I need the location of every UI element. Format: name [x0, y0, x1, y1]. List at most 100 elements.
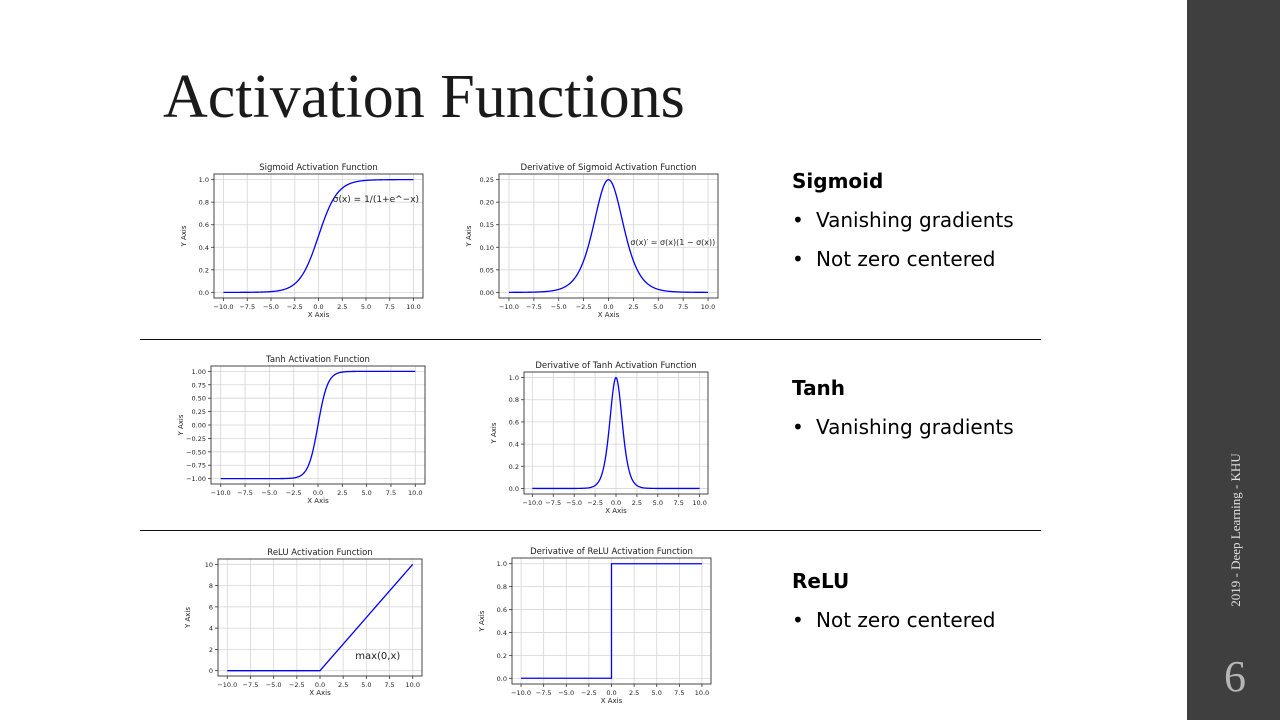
bullet-text: Not zero centered: [816, 608, 996, 632]
x-axis-label: X Axis: [307, 497, 329, 505]
x-tick-label: 5.0: [361, 303, 371, 311]
x-tick-label: 2.5: [629, 689, 639, 697]
x-tick-label: 7.5: [385, 303, 395, 311]
x-tick-label: −2.5: [587, 499, 603, 507]
x-axis-label: X Axis: [309, 689, 331, 697]
section-heading: ReLU: [792, 569, 850, 593]
x-axis-label: X Axis: [605, 507, 627, 515]
bullet-item: • Vanishing gradients: [792, 415, 1014, 439]
plot-frame: [511, 557, 712, 685]
bullet-text: Vanishing gradients: [816, 208, 1014, 232]
section-heading: Sigmoid: [792, 169, 884, 193]
bullet-text: Vanishing gradients: [816, 415, 1014, 439]
x-tick-label: −5.0: [551, 303, 567, 311]
bullet-icon: •: [792, 415, 804, 439]
sidebar: [1187, 0, 1280, 720]
y-tick-label: 0.0: [497, 675, 507, 683]
chart-title: Derivative of Sigmoid Activation Functio…: [521, 163, 697, 173]
x-tick-label: 0.0: [603, 303, 613, 311]
x-tick-label: 0.0: [606, 689, 616, 697]
formula-annotation: max(0,x): [355, 651, 400, 662]
x-tick-label: −5.0: [261, 489, 277, 497]
y-axis-label: Y Axis: [184, 607, 192, 629]
relu-notes: ReLU • Not zero centered: [792, 569, 995, 632]
y-tick-label: 0.4: [199, 244, 209, 252]
x-tick-label: 7.5: [386, 489, 396, 497]
y-tick-label: 0.10: [480, 244, 494, 252]
bullet-item: • Not zero centered: [792, 608, 995, 632]
x-tick-label: 10.0: [406, 303, 420, 311]
y-tick-label: 0.8: [509, 396, 519, 404]
x-tick-label: −7.5: [239, 303, 255, 311]
y-tick-label: 0.6: [497, 606, 507, 614]
plot-frame: [217, 558, 423, 677]
y-tick-label: 1.0: [509, 374, 519, 382]
plot-frame: [523, 371, 709, 495]
x-tick-label: −10.0: [214, 303, 234, 311]
y-tick-label: 6: [209, 603, 213, 611]
y-tick-label: 0.6: [509, 418, 519, 426]
slide-title: Activation Functions: [163, 63, 685, 131]
page-number: 6: [1224, 652, 1246, 701]
y-tick-label: 0.8: [497, 583, 507, 591]
sigmoid-chart: Sigmoid Activation Function −10.0 −7.5 −5.0…: [180, 163, 424, 319]
x-tick-label: −2.5: [289, 681, 305, 689]
x-tick-label: 2.5: [338, 681, 348, 689]
y-tick-label: −1.00: [186, 475, 206, 483]
x-tick-label: −5.0: [266, 681, 282, 689]
x-tick-label: 10.0: [408, 489, 422, 497]
x-tick-label: 10.0: [692, 499, 706, 507]
x-tick-label: −5.0: [263, 303, 279, 311]
y-tick-label: 1.0: [497, 560, 507, 568]
x-tick-label: 10.0: [695, 689, 709, 697]
x-tick-label: 0.0: [313, 303, 323, 311]
bullet-item: • Not zero centered: [792, 247, 1014, 271]
series-line: [521, 563, 702, 679]
y-tick-label: 0.0: [509, 485, 519, 493]
bullet-text: Not zero centered: [816, 247, 996, 271]
x-tick-label: 2.5: [337, 489, 347, 497]
y-axis-label: Y Axis: [465, 225, 473, 247]
x-tick-label: −10.0: [511, 689, 531, 697]
x-tick-label: 7.5: [384, 681, 394, 689]
formula-annotation: σ(x)′ = σ(x)(1 − σ(x)): [630, 238, 715, 247]
x-tick-label: 7.5: [678, 303, 688, 311]
y-tick-label: 0.00: [480, 289, 494, 297]
plot-frame: [498, 173, 719, 299]
y-tick-label: 0.2: [497, 652, 507, 660]
x-axis-label: X Axis: [601, 697, 623, 705]
y-tick-label: 0.8: [199, 199, 209, 207]
sigmoid-notes: Sigmoid • Vanishing gradients • Not zero c…: [792, 169, 1014, 271]
bullet-icon: •: [792, 247, 804, 271]
y-tick-label: −0.50: [186, 448, 206, 456]
relu-chart: ReLU Activation Function −10.0 −7.5 −5.0 −2.…: [184, 548, 423, 697]
x-axis-label: X Axis: [598, 311, 620, 319]
y-axis-label: Y Axis: [180, 225, 188, 247]
y-tick-label: 0.4: [497, 629, 507, 637]
y-tick-label: 2: [209, 646, 213, 654]
x-tick-label: −7.5: [237, 489, 253, 497]
x-tick-label: −10.0: [217, 681, 237, 689]
x-axis-label: X Axis: [308, 311, 330, 319]
y-tick-label: 0.0: [199, 289, 209, 297]
y-tick-label: 4: [209, 625, 213, 633]
x-tick-label: 10.0: [405, 681, 419, 689]
x-tick-label: −7.5: [536, 689, 552, 697]
formula-annotation: σ(x) = 1/(1+e^−x): [333, 195, 419, 205]
y-tick-label: 0.2: [199, 266, 209, 274]
x-tick-label: −10.0: [499, 303, 519, 311]
series-line: [223, 178, 414, 294]
tanh-notes: Tanh • Vanishing gradients: [792, 376, 1014, 439]
chart-title: Derivative of ReLU Activation Function: [530, 547, 693, 557]
y-tick-label: 0.2: [509, 463, 519, 471]
x-tick-label: 2.5: [628, 303, 638, 311]
x-tick-label: −7.5: [243, 681, 259, 689]
x-tick-label: 5.0: [653, 499, 663, 507]
x-tick-label: −5.0: [566, 499, 582, 507]
x-tick-label: −2.5: [286, 489, 302, 497]
chart-title: ReLU Activation Function: [267, 548, 372, 558]
x-tick-label: 5.0: [653, 303, 663, 311]
y-tick-label: −0.25: [186, 435, 206, 443]
y-tick-label: 0.25: [480, 176, 494, 184]
x-tick-label: 2.5: [632, 499, 642, 507]
